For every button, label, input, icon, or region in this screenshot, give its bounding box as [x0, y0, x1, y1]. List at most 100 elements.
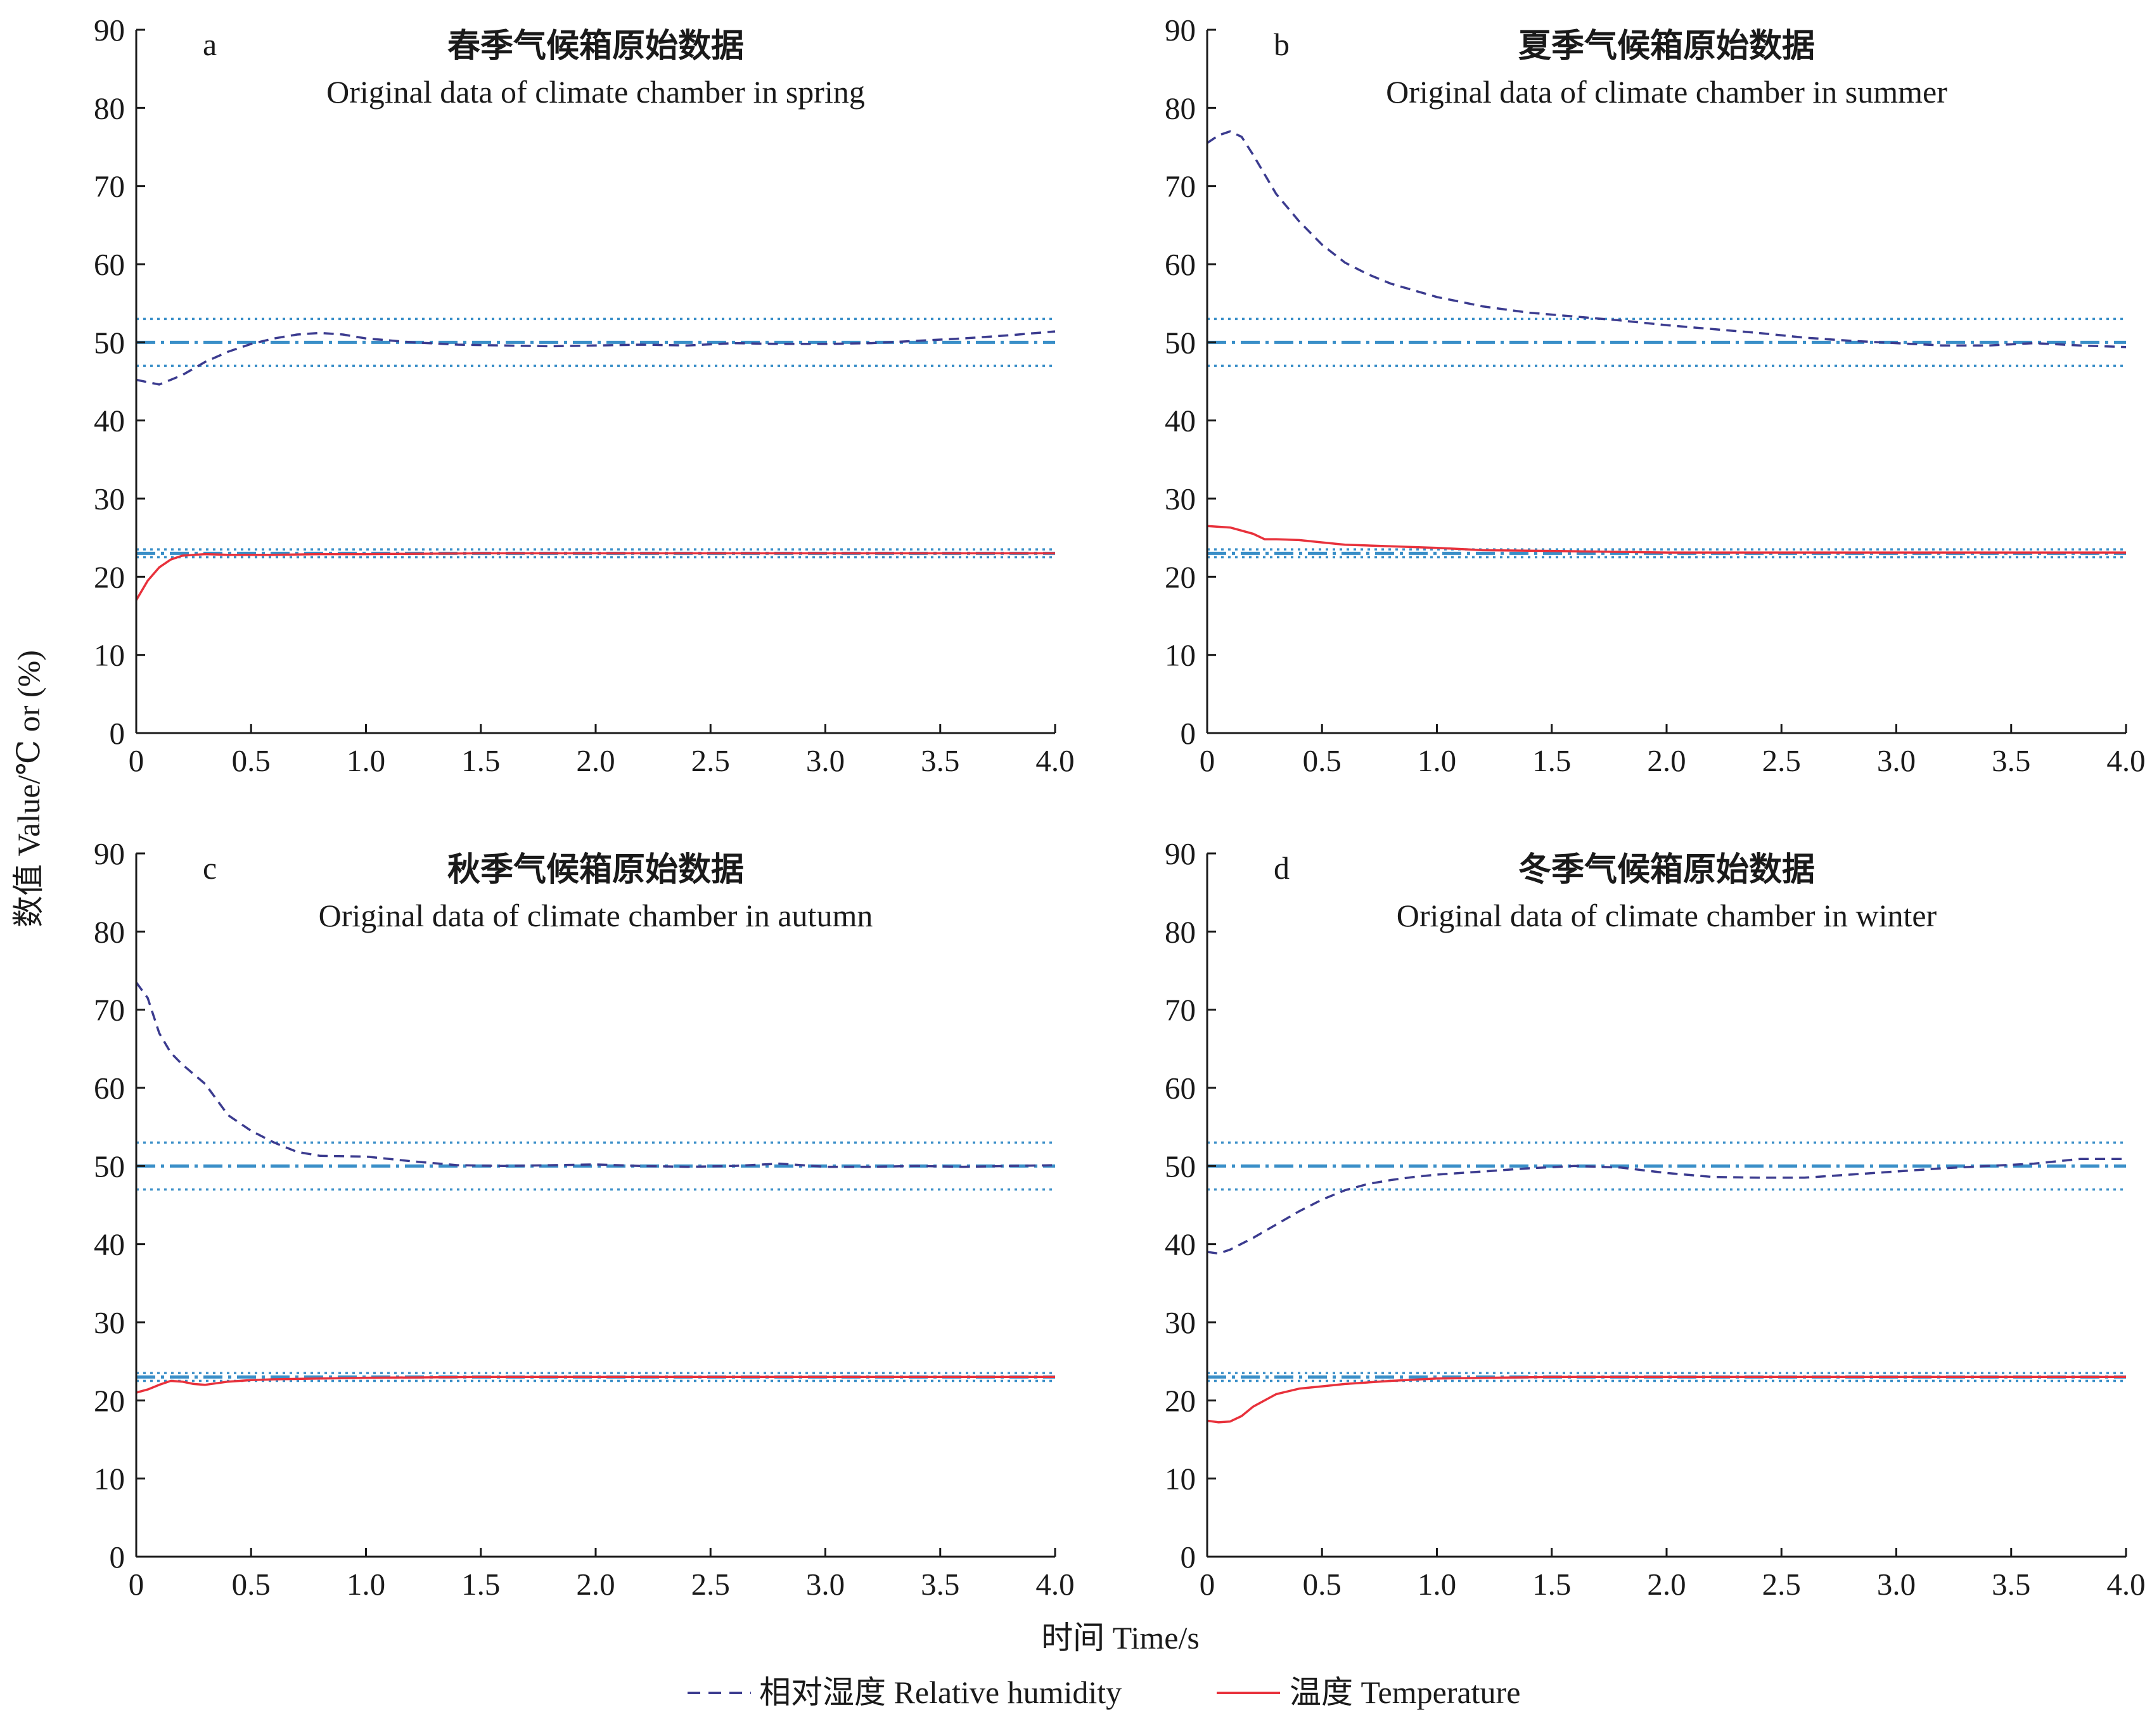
y-tick-label: 80 [94, 91, 125, 125]
y-tick-label: 80 [1165, 91, 1196, 125]
humidity-line-b [1207, 130, 2127, 348]
x-tick-label: 0 [129, 743, 144, 778]
y-tick-label: 0 [110, 1540, 125, 1574]
x-tick-label: 4.0 [1035, 743, 1074, 778]
y-tick-label: 0 [1181, 1540, 1196, 1574]
y-tick-label: 90 [1165, 836, 1196, 871]
temperature-line-b [1207, 525, 2126, 554]
temperature-line-c [136, 1375, 1055, 1394]
y-tick-label: 50 [94, 1149, 125, 1184]
x-tick-label: 3.0 [1877, 1567, 1916, 1602]
x-tick-label: 2.5 [1762, 1567, 1801, 1602]
y-tick-label: 70 [1165, 169, 1196, 204]
panel-c: 0 10 20 30 40 50 60 70 80 90 0 0.5 1.0 1.5 2.0 2.5 3.0 3.… [94, 836, 1075, 1602]
y-tick-label: 70 [94, 993, 125, 1028]
y-tick-label: 30 [1165, 482, 1196, 516]
y-tick-label: 30 [94, 482, 125, 516]
y-tick-label: 60 [1165, 247, 1196, 282]
x-tick-label: 3.5 [921, 743, 959, 778]
x-tick-label: 2.0 [1647, 1567, 1686, 1602]
panel-d: 0 10 20 30 40 50 60 70 80 90 0 0.5 1.0 1.5 2.0 2.5 3.0 3.… [1165, 836, 2146, 1602]
x-tick-label: 1.5 [1532, 743, 1571, 778]
x-tick-label: 3.0 [1877, 743, 1916, 778]
y-tick-label: 90 [1165, 13, 1196, 48]
x-tick-label: 0 [1200, 1567, 1215, 1602]
panel-subtitle: Original data of climate chamber in autu… [319, 898, 873, 933]
y-tick-label: 90 [94, 13, 125, 48]
x-tick-label: 2.5 [691, 1567, 730, 1602]
y-tick-label: 20 [94, 559, 125, 594]
x-tick-label: 1.0 [347, 743, 385, 778]
y-tick-label: 50 [94, 325, 125, 360]
y-tick-label: 10 [1165, 638, 1196, 673]
x-axis-title: 时间 Time/s [1041, 1620, 1200, 1656]
x-tick-label: 1.5 [1532, 1567, 1571, 1602]
y-tick-label: 40 [1165, 404, 1196, 438]
y-tick-label: 40 [94, 1227, 125, 1262]
temperature-line-a [135, 552, 1055, 601]
y-tick-label: 10 [1165, 1462, 1196, 1497]
y-tick-label: 60 [1165, 1071, 1196, 1106]
panel-a: 0 10 20 30 40 50 60 70 80 90 0 0.5 1.0 1.5 2.0 2.5 3.0 3.… [94, 13, 1075, 778]
legend: 相对湿度 Relative humidity 温度 Temperature [688, 1675, 1520, 1710]
y-tick-label: 20 [1165, 1383, 1196, 1418]
y-tick-label: 10 [94, 1462, 125, 1497]
x-tick-label: 0.5 [232, 743, 271, 778]
y-tick-label: 30 [1165, 1305, 1196, 1340]
panel-title: 春季气候箱原始数据 [447, 28, 744, 65]
y-axis-title: 数值 Value/℃ or (%) [11, 650, 46, 928]
y-tick-label: 0 [110, 716, 125, 751]
panel-subtitle: Original data of climate chamber in spri… [326, 74, 865, 110]
y-tick-label: 50 [1165, 1149, 1196, 1184]
panel-title: 秋季气候箱原始数据 [447, 852, 744, 888]
y-tick-label: 90 [94, 836, 125, 871]
x-tick-label: 2.5 [1762, 743, 1801, 778]
panel-subtitle: Original data of climate chamber in wint… [1397, 898, 1937, 933]
legend-temperature-label: 温度 Temperature [1290, 1675, 1520, 1710]
y-tick-label: 40 [94, 404, 125, 438]
y-tick-label: 20 [94, 1383, 125, 1418]
x-tick-label: 3.5 [921, 1567, 959, 1602]
x-tick-label: 2.0 [1647, 743, 1686, 778]
y-tick-label: 60 [94, 1071, 125, 1106]
panel-letter: d [1274, 850, 1290, 886]
x-tick-label: 4.0 [2106, 743, 2145, 778]
x-tick-label: 0 [129, 1567, 144, 1602]
panel-b: 0 10 20 30 40 50 60 70 80 90 0 0.5 1.0 1.5 2.0 2.5 3.0 3.… [1165, 13, 2146, 778]
x-tick-label: 1.5 [461, 743, 500, 778]
y-tick-label: 80 [1165, 914, 1196, 949]
x-tick-label: 1.5 [461, 1567, 500, 1602]
temperature-line-d [1207, 1375, 2126, 1424]
x-tick-label: 3.5 [1992, 1567, 2030, 1602]
x-tick-label: 1.0 [1418, 743, 1456, 778]
panel-letter: b [1274, 27, 1290, 62]
panel-title: 夏季气候箱原始数据 [1518, 28, 1815, 65]
x-tick-label: 0.5 [1303, 1567, 1342, 1602]
x-tick-label: 1.0 [1418, 1567, 1456, 1602]
y-tick-label: 50 [1165, 325, 1196, 360]
x-tick-label: 3.5 [1992, 743, 2030, 778]
x-tick-label: 2.5 [691, 743, 730, 778]
panel-subtitle: Original data of climate chamber in summ… [1386, 74, 1947, 110]
x-tick-label: 3.0 [806, 743, 845, 778]
y-tick-label: 70 [94, 169, 125, 204]
legend-humidity-label: 相对湿度 Relative humidity [759, 1675, 1122, 1710]
y-tick-label: 40 [1165, 1227, 1196, 1262]
panel-letter: c [203, 850, 217, 886]
panel-title: 冬季气候箱原始数据 [1518, 852, 1815, 888]
y-tick-label: 10 [94, 638, 125, 673]
y-tick-label: 30 [94, 1305, 125, 1340]
y-tick-label: 0 [1181, 716, 1196, 751]
y-tick-label: 80 [94, 914, 125, 949]
x-tick-label: 0 [1200, 743, 1215, 778]
x-tick-label: 4.0 [1035, 1567, 1074, 1602]
x-tick-label: 1.0 [347, 1567, 385, 1602]
humidity-line-d [1207, 1158, 2126, 1255]
humidity-line-c [135, 981, 1056, 1168]
panels-group: 0 10 20 30 40 50 60 70 80 90 0 0.5 1.0 1.5 2.0 2.5 3.0 3.… [94, 13, 2146, 1602]
panel-letter: a [203, 27, 217, 62]
y-tick-label: 20 [1165, 559, 1196, 594]
humidity-line-a [136, 330, 1056, 386]
x-tick-label: 2.0 [576, 743, 615, 778]
